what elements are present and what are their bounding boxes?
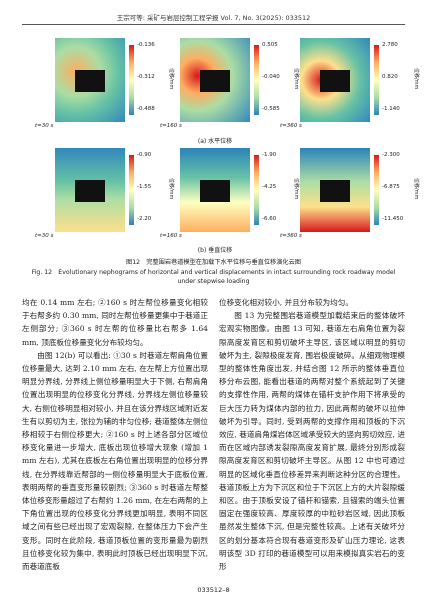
header-rule [22,24,405,25]
colorbar-label: 位移/mm [168,68,174,90]
contour-map [300,38,370,122]
contour-map [300,148,370,232]
colorbar-tick: 0.505 [262,42,278,48]
colorbar-label: 位移/mm [413,178,419,200]
right-column: 位移变化相对较小, 并且分布较为均匀。 图 13 为完整围岩巷道模型加载结束后的… [219,296,405,573]
contour-map [55,148,125,232]
colorbar-tick: -0.136 [137,42,155,48]
colorbar-tick: -0.488 [137,106,155,112]
colorbar-label: 位移/mm [293,178,299,200]
colorbar-tick: -6.875 [382,184,400,190]
left-column: 均在 0.14 mm 左右; ②160 s 时左帮位移量变化相较于右帮多约 0.… [22,296,208,573]
colorbar [254,155,259,225]
roadway [320,180,350,202]
colorbar-tick: -1.55 [137,184,152,190]
paragraph: 位移变化相对较小, 并且分布较为均匀。 [219,298,353,307]
colorbar-tick: -2.300 [382,152,400,158]
colorbar [254,45,259,115]
colorbar-tick: -1.140 [382,106,400,112]
time-label: t=160 s [160,233,182,239]
roadway [75,70,105,92]
subcaption: (a) 水平位移 [197,138,233,145]
colorbar-tick: -4.25 [262,184,277,190]
colorbar [374,155,379,225]
colorbar [129,45,134,115]
caption-cn: 图12 完整围岩巷道模型在加载下水平位移与垂直位移演化云图 [126,259,301,266]
time-label: t=160 s [160,123,182,129]
colorbar-tick: -0.040 [262,74,280,80]
colorbar [129,155,134,225]
time-label: t=30 s [35,123,54,129]
colorbar-tick: -11.450 [382,216,404,222]
colorbar-label: 位移/mm [168,178,174,200]
page-number: 033512–8 [197,586,230,594]
caption-en: Fig. 12 Evolutionary nephograms of horiz… [31,269,396,285]
paragraph: 图 13 为完整围岩巷道模型加载结束后的整体破坏宏观实物图像。由图 13 可知,… [219,311,405,572]
contour-map [55,38,125,122]
time-label: t=30 s [35,233,54,239]
colorbar-tick: -0.312 [137,74,155,80]
colorbar-tick: 0.820 [382,74,398,80]
colorbar [374,45,379,115]
contour-map [180,148,250,232]
roadway [75,180,105,202]
time-label: t=360 s [280,123,302,129]
contour-map [180,38,250,122]
colorbar-tick: -6.60 [262,216,277,222]
roadway [200,180,230,202]
colorbar-tick: -2.20 [137,216,152,222]
paragraph: 均在 0.14 mm 左右; ②160 s 时左帮位移量变化相较于右帮多约 0.… [22,298,208,347]
colorbar-tick: -1.90 [262,152,277,158]
subcaption: (b) 垂直位移 [197,247,233,254]
colorbar-label: 位移/mm [293,68,299,90]
roadway [200,70,230,92]
colorbar-tick: 2.780 [382,42,398,48]
time-label: t=360 s [280,233,302,239]
roadway [320,70,350,92]
running-header: 王宗可等: 采矿与岩层控制工程学报 Vol. 7, No. 3(2025): 0… [116,14,311,22]
colorbar-tick: -0.90 [137,152,152,158]
colorbar-tick: -0.585 [262,106,280,112]
paragraph: 由图 12(b) 可以看出: ①30 s 时巷道左帮肩角位置位移量最大, 达到 … [22,350,208,572]
colorbar-label: 位移/mm [413,68,419,90]
